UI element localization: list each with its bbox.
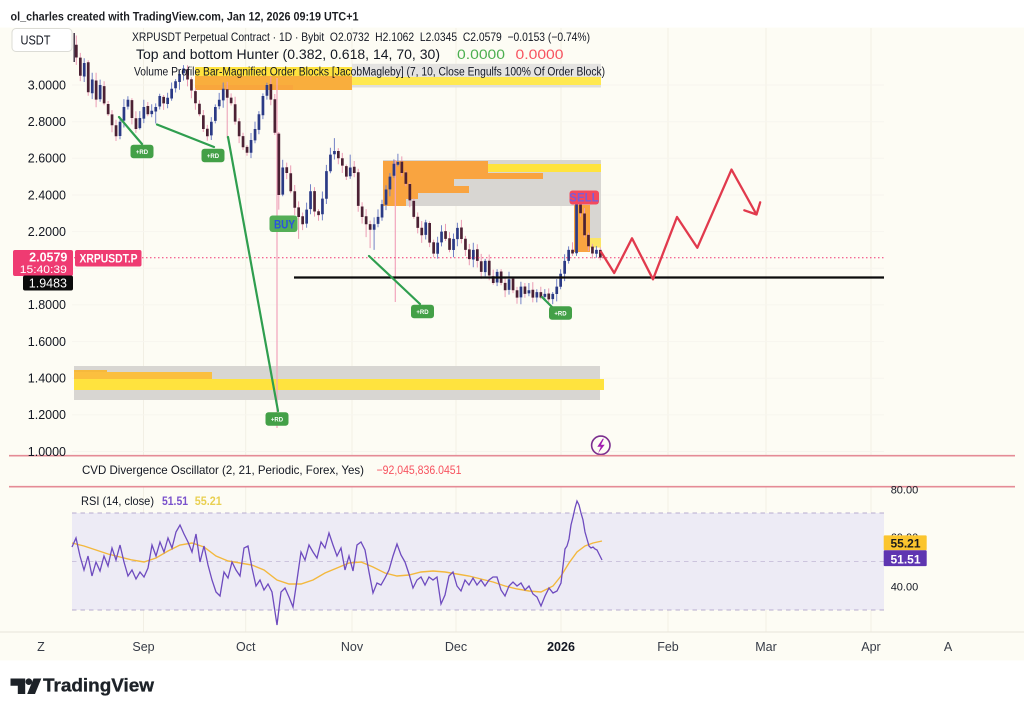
svg-text:1.0000: 1.0000 [28, 445, 66, 459]
svg-text:2.4000: 2.4000 [28, 188, 66, 202]
svg-text:Feb: Feb [657, 640, 679, 654]
svg-text:51.51: 51.51 [162, 496, 189, 508]
svg-text:Apr: Apr [861, 640, 880, 654]
svg-text:1.8000: 1.8000 [28, 298, 66, 312]
svg-text:3.0000: 3.0000 [28, 78, 66, 92]
svg-text:+RD: +RD [207, 154, 220, 160]
svg-text:Z: Z [37, 640, 45, 654]
svg-text:A: A [944, 640, 953, 654]
svg-text:Dec: Dec [445, 640, 467, 654]
svg-text:Mar: Mar [755, 640, 777, 654]
svg-text:15:40:39: 15:40:39 [20, 264, 67, 276]
svg-text:2.2000: 2.2000 [28, 225, 66, 239]
svg-text:+RD: +RD [554, 312, 567, 318]
svg-text:2.6000: 2.6000 [28, 152, 66, 166]
svg-text:BUY: BUY [274, 218, 295, 232]
svg-text:+RD: +RD [136, 150, 149, 156]
svg-text:XRPUSDT Perpetual Contract · 1: XRPUSDT Perpetual Contract · 1D · Bybit … [132, 30, 590, 44]
svg-text:ol_charles created with Tradin: ol_charles created with TradingView.com,… [11, 10, 359, 24]
svg-text:CVD Divergence Oscillator (2,: CVD Divergence Oscillator (2, 21, Period… [82, 463, 364, 477]
svg-text:1.2000: 1.2000 [28, 408, 66, 422]
svg-text:TradingView: TradingView [43, 676, 155, 696]
svg-text:40.00: 40.00 [891, 582, 919, 594]
svg-text:2.0579: 2.0579 [29, 251, 67, 265]
svg-text:Sep: Sep [132, 640, 154, 654]
svg-text:Oct: Oct [236, 640, 256, 654]
svg-text:Nov: Nov [341, 640, 364, 654]
svg-text:2.8000: 2.8000 [28, 115, 66, 129]
svg-text:XRPUSDT.P: XRPUSDT.P [80, 254, 138, 266]
svg-text:+RD: +RD [416, 310, 429, 316]
svg-text:Volume Profile Bar-Magnified O: Volume Profile Bar-Magnified Order Block… [134, 67, 605, 79]
svg-text:USDT: USDT [21, 34, 51, 48]
svg-text:+RD: +RD [271, 418, 284, 424]
svg-text:−92,045,836.0451: −92,045,836.0451 [377, 463, 462, 477]
svg-text:RSI (14, close): RSI (14, close) [81, 494, 154, 508]
svg-text:1.6000: 1.6000 [28, 335, 66, 349]
svg-text:2026: 2026 [547, 640, 575, 654]
svg-text:55.21: 55.21 [195, 496, 223, 508]
svg-text:1.4000: 1.4000 [28, 372, 66, 386]
svg-text:1.9483: 1.9483 [29, 276, 67, 290]
svg-text:Top and bottom Hunter (0.382,: Top and bottom Hunter (0.382, 0.618, 14,… [136, 47, 440, 62]
svg-text:0.0000: 0.0000 [457, 47, 505, 62]
svg-text:51.51: 51.51 [891, 555, 922, 567]
svg-text:55.21: 55.21 [891, 539, 922, 551]
svg-text:0.0000: 0.0000 [516, 47, 564, 62]
svg-text:80.00: 80.00 [891, 485, 919, 497]
svg-text:SELL: SELL [569, 193, 598, 205]
